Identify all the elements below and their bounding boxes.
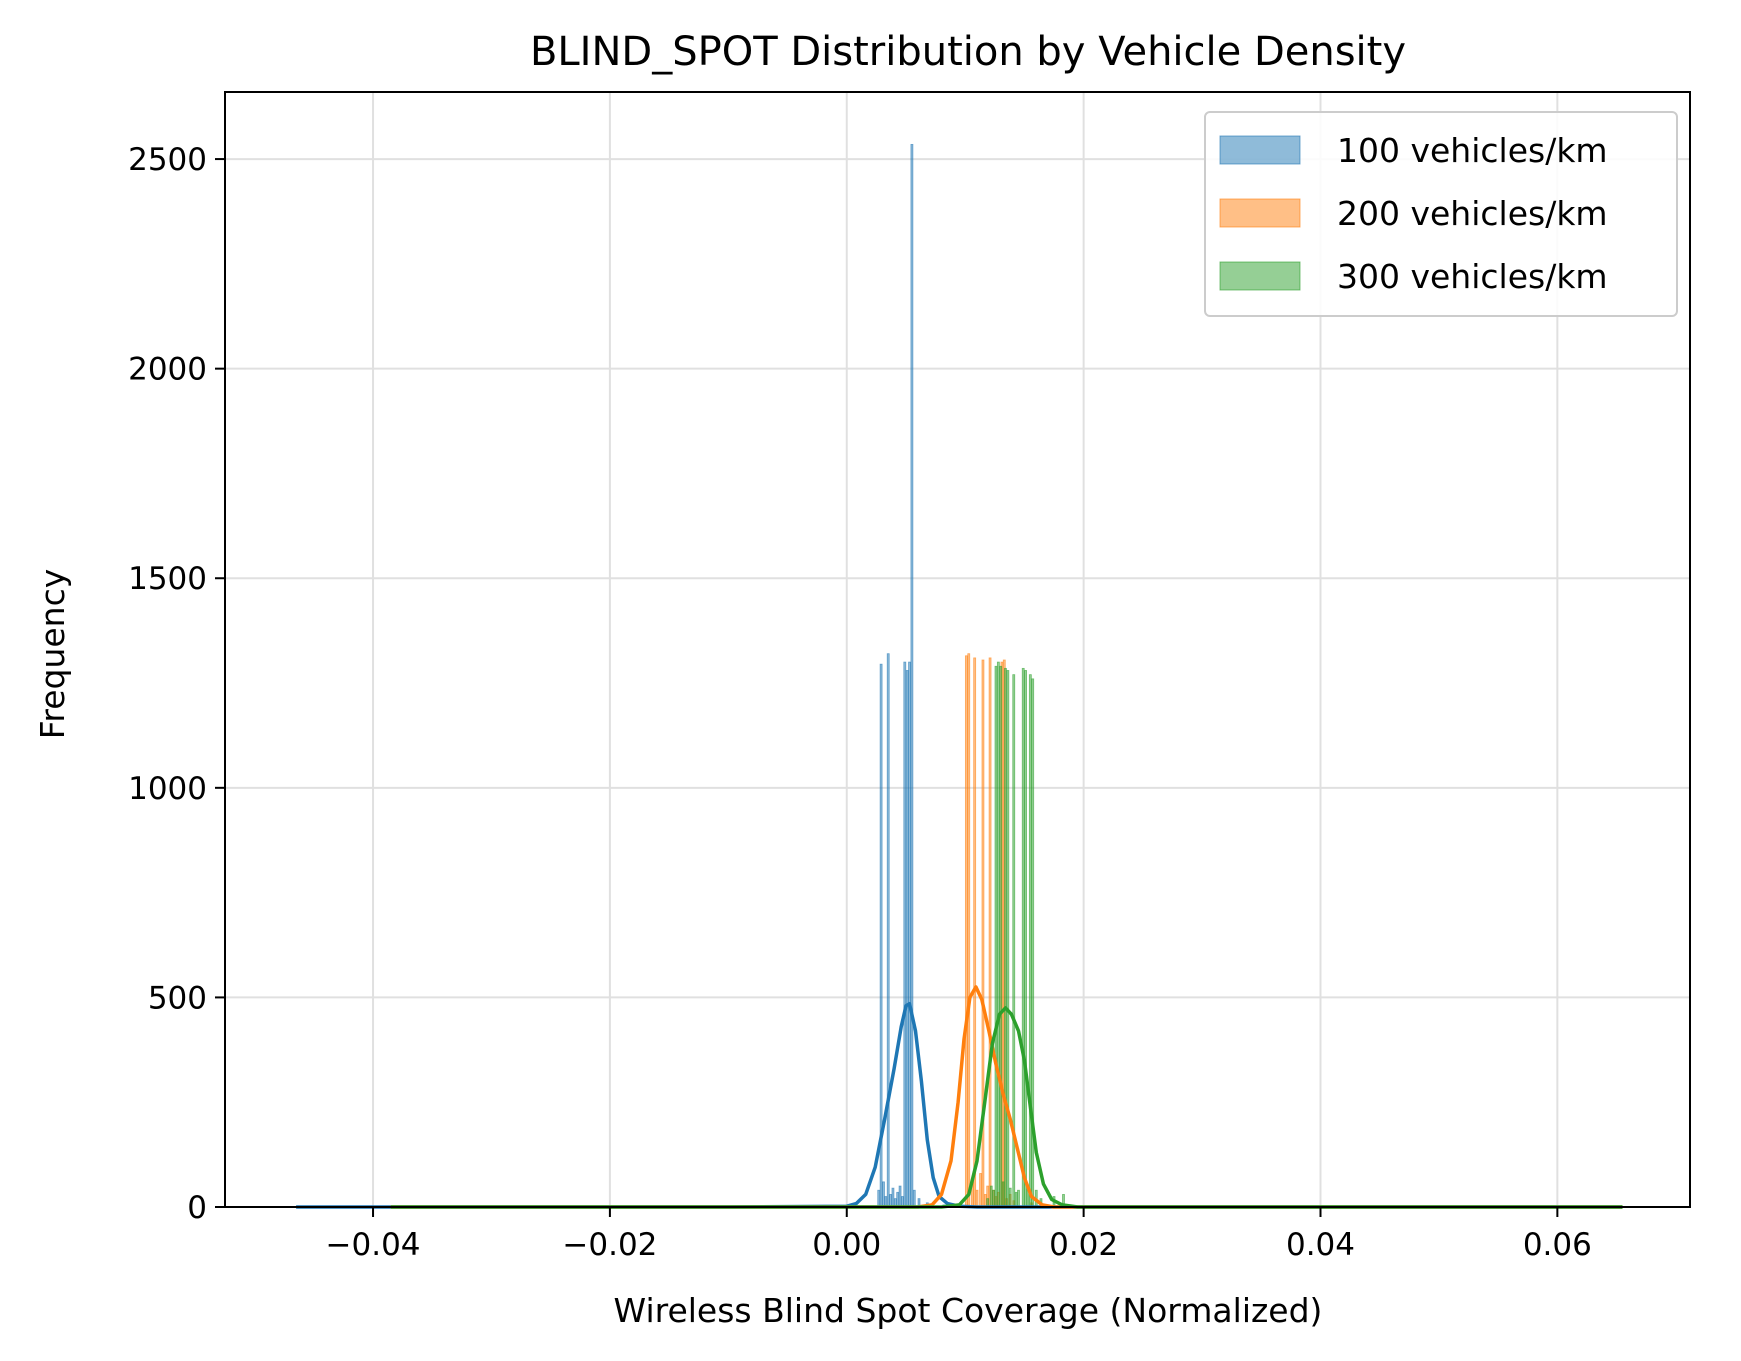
- histogram-bar: [1021, 667, 1025, 1208]
- plot-frame: [224, 91, 1691, 1208]
- histogram-bar: [967, 653, 971, 1208]
- legend: 100 vehicles/km 200 vehicles/km 300 vehicl…: [1204, 111, 1678, 317]
- legend-box: [1204, 111, 1678, 317]
- y-axis-label: Frequency: [33, 569, 72, 739]
- histogram-bar: [989, 1185, 993, 1208]
- histogram-bar: [905, 670, 909, 1208]
- kde-line: [390, 1006, 1623, 1209]
- ticks-layer: −0.04 −0.02 0.00 0.02 0.04 0.06 0 500 1000 1500 20…: [128, 142, 1592, 1263]
- x-tick-label: 0.06: [1523, 1227, 1592, 1263]
- y-tick-label: 2000: [128, 352, 207, 388]
- histogram-bar: [898, 1185, 902, 1208]
- histogram-bar: [1001, 1181, 1005, 1208]
- y-tick-label: 500: [148, 980, 207, 1016]
- histogram-bar: [1017, 1189, 1020, 1208]
- histogram-bar: [882, 1181, 885, 1208]
- histogram-bar: [983, 1194, 987, 1208]
- x-tick-label: 0.00: [812, 1227, 881, 1263]
- histogram-bar: [988, 657, 992, 1208]
- legend-label: 300 vehicles/km: [1337, 257, 1608, 296]
- histogram-bar: [1028, 674, 1032, 1208]
- x-tick-label: 0.02: [1049, 1227, 1118, 1263]
- histogram-bar: [999, 665, 1003, 1208]
- histogram-bar: [1006, 670, 1010, 1208]
- legend-label: 200 vehicles/km: [1337, 194, 1608, 233]
- legend-swatch: [1219, 135, 1301, 165]
- y-tick-label: 2500: [128, 142, 207, 178]
- histogram-bar: [992, 1189, 996, 1208]
- x-tick-label: 0.04: [1286, 1227, 1355, 1263]
- histogram-bar: [896, 1191, 900, 1208]
- histogram-bar: [979, 1173, 982, 1208]
- x-tick-label: −0.02: [562, 1227, 657, 1263]
- histogram-bar: [996, 661, 1000, 1208]
- y-tick-label: 1500: [128, 561, 207, 597]
- histogram-bar: [1014, 1191, 1018, 1208]
- histogram-bar: [877, 1189, 881, 1208]
- x-tick-label: −0.04: [326, 1227, 421, 1263]
- histogram-bar: [912, 1189, 916, 1208]
- histogram-bar: [910, 143, 914, 1208]
- histogram-bar: [908, 661, 911, 1208]
- histogram-bar: [994, 665, 998, 1208]
- x-axis-label: Wireless Blind Spot Coverage (Normalized…: [614, 1291, 1323, 1330]
- histogram-bar: [975, 1189, 979, 1208]
- chart-title: BLIND_SPOT Distribution by Vehicle Densi…: [530, 29, 1406, 75]
- histogram-bar: [1004, 667, 1007, 1208]
- y-tick-label: 0: [187, 1190, 207, 1226]
- histogram-bar: [891, 1187, 895, 1208]
- legend-swatch: [1219, 198, 1301, 228]
- histogram-bar: [903, 661, 907, 1208]
- histogram-bar: [889, 1194, 892, 1208]
- histogram-bar: [886, 653, 890, 1208]
- histogram-bar: [964, 655, 968, 1208]
- legend-label: 100 vehicles/km: [1337, 131, 1608, 170]
- grid-layer: [225, 92, 1690, 1208]
- histogram-bar: [973, 657, 977, 1208]
- histogram-bar: [1008, 1187, 1012, 1208]
- y-tick-label: 1000: [128, 771, 207, 807]
- histogram-bar: [1024, 670, 1027, 1208]
- legend-swatch: [1219, 261, 1301, 291]
